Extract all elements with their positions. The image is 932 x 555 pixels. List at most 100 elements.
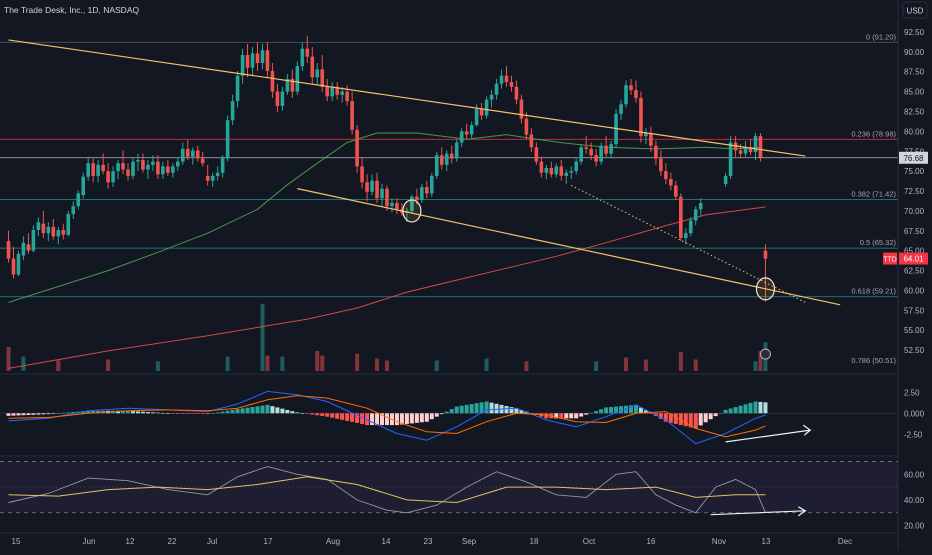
- macd-histogram-bar: [469, 404, 474, 414]
- volume-bar: [678, 351, 683, 371]
- candle-body: [71, 206, 76, 215]
- macd-histogram-bar: [340, 413, 345, 420]
- rsi-tick-label: 60.00: [904, 470, 925, 479]
- candle-body: [176, 161, 180, 167]
- x-tick-label: 13: [762, 537, 771, 546]
- candle-body: [639, 97, 643, 137]
- candle-body: [111, 171, 115, 183]
- fib-level-label: 0.382 (71.42): [851, 190, 896, 199]
- candle-body: [31, 230, 36, 251]
- volume-bar: [315, 350, 320, 371]
- macd-histogram-bar: [574, 413, 579, 419]
- macd-histogram-bar: [220, 411, 225, 414]
- volume-bar: [594, 361, 599, 371]
- macd-histogram-bar: [663, 413, 668, 422]
- y-tick-label: 92.50: [904, 28, 925, 37]
- macd-histogram-bar: [295, 412, 300, 414]
- candle-body: [210, 175, 215, 181]
- candle-body: [434, 155, 439, 176]
- candle-body: [569, 171, 574, 173]
- macd-histogram-bar: [250, 406, 255, 414]
- moving-average-green: [8, 132, 761, 303]
- macd-histogram-bar: [509, 407, 514, 414]
- candle-body: [6, 241, 11, 259]
- y-tick-label: 55.00: [904, 326, 925, 335]
- macd-histogram-bar: [370, 413, 375, 426]
- macd-histogram-bar: [145, 412, 150, 414]
- y-tick-label: 82.50: [904, 107, 925, 116]
- candle-body: [46, 226, 51, 234]
- candle-body: [185, 148, 190, 157]
- macd-histogram-bar: [668, 413, 673, 423]
- chart-title: The Trade Desk, Inc., 1D, NASDAQ: [4, 5, 139, 15]
- macd-histogram-bar: [474, 403, 479, 414]
- candle-body: [290, 78, 295, 92]
- volume-bar: [434, 360, 439, 371]
- macd-histogram-bar: [753, 401, 758, 414]
- macd-histogram-bar: [723, 409, 728, 414]
- macd-histogram-bar: [360, 413, 365, 425]
- volume-bar: [320, 355, 325, 371]
- candle-body: [549, 167, 554, 175]
- macd-histogram-bar: [738, 405, 743, 414]
- macd-histogram-bar: [155, 412, 160, 414]
- candle-body: [181, 148, 185, 162]
- candle-body: [56, 230, 61, 237]
- candle-body: [544, 167, 549, 173]
- y-tick-label: 70.00: [904, 207, 925, 216]
- y-tick-label: 85.00: [904, 88, 925, 97]
- macd-histogram-bar: [310, 413, 315, 415]
- candle-body: [131, 161, 135, 176]
- macd-histogram-bar: [544, 413, 549, 419]
- candle-body: [205, 175, 210, 181]
- macd-histogram-bar: [599, 409, 604, 414]
- candle-body: [16, 253, 21, 275]
- macd-histogram-bar: [698, 413, 703, 426]
- candle-body: [280, 91, 285, 106]
- x-tick-label: 23: [424, 537, 433, 546]
- candle-body: [489, 94, 494, 100]
- candle-body: [270, 70, 275, 92]
- candle-body: [121, 163, 125, 170]
- rsi-divergence-arrow: [710, 510, 806, 516]
- macd-histogram-bar: [409, 413, 414, 424]
- candle-body: [430, 175, 434, 194]
- candle-body: [644, 132, 648, 137]
- candle-body: [444, 153, 449, 165]
- macd-histogram-bar: [245, 407, 250, 414]
- macd-histogram-bar: [230, 409, 235, 414]
- volume-bar: [265, 355, 270, 371]
- macd-histogram-bar: [564, 413, 569, 419]
- fib-level-label: 0.786 (50.51): [851, 356, 896, 365]
- macd-histogram-bar: [743, 404, 748, 414]
- volume-bar: [384, 360, 389, 371]
- x-tick-label: Jun: [83, 537, 96, 546]
- candle-body: [758, 136, 763, 158]
- candle-body: [36, 222, 41, 231]
- macd-histogram-bar: [165, 413, 170, 414]
- candle-body: [91, 163, 95, 176]
- candle-body: [355, 129, 359, 167]
- macd-histogram-bar: [200, 413, 205, 415]
- candle-body: [245, 55, 250, 68]
- highlight-circle: [402, 199, 422, 223]
- macd-histogram-bar: [150, 412, 155, 414]
- currency-button-box[interactable]: [902, 1, 928, 19]
- macd-histogram-bar: [255, 406, 260, 414]
- macd-histogram-bar: [713, 413, 718, 417]
- currency-button[interactable]: USD: [907, 7, 924, 16]
- candle-body: [215, 172, 220, 176]
- x-tick-label: 22: [168, 537, 177, 546]
- volume-bar: [280, 356, 285, 371]
- macd-histogram-bar: [16, 413, 21, 416]
- macd-histogram-bar: [609, 406, 614, 414]
- macd-histogram-bar: [624, 405, 629, 414]
- rsi-ma-line: [8, 476, 766, 504]
- candle-body: [385, 188, 389, 207]
- macd-histogram-bar: [703, 413, 708, 423]
- macd-histogram-bar: [6, 413, 11, 416]
- macd-histogram-bar: [758, 401, 763, 414]
- candle-body: [554, 166, 559, 175]
- macd-histogram-bar: [31, 413, 36, 415]
